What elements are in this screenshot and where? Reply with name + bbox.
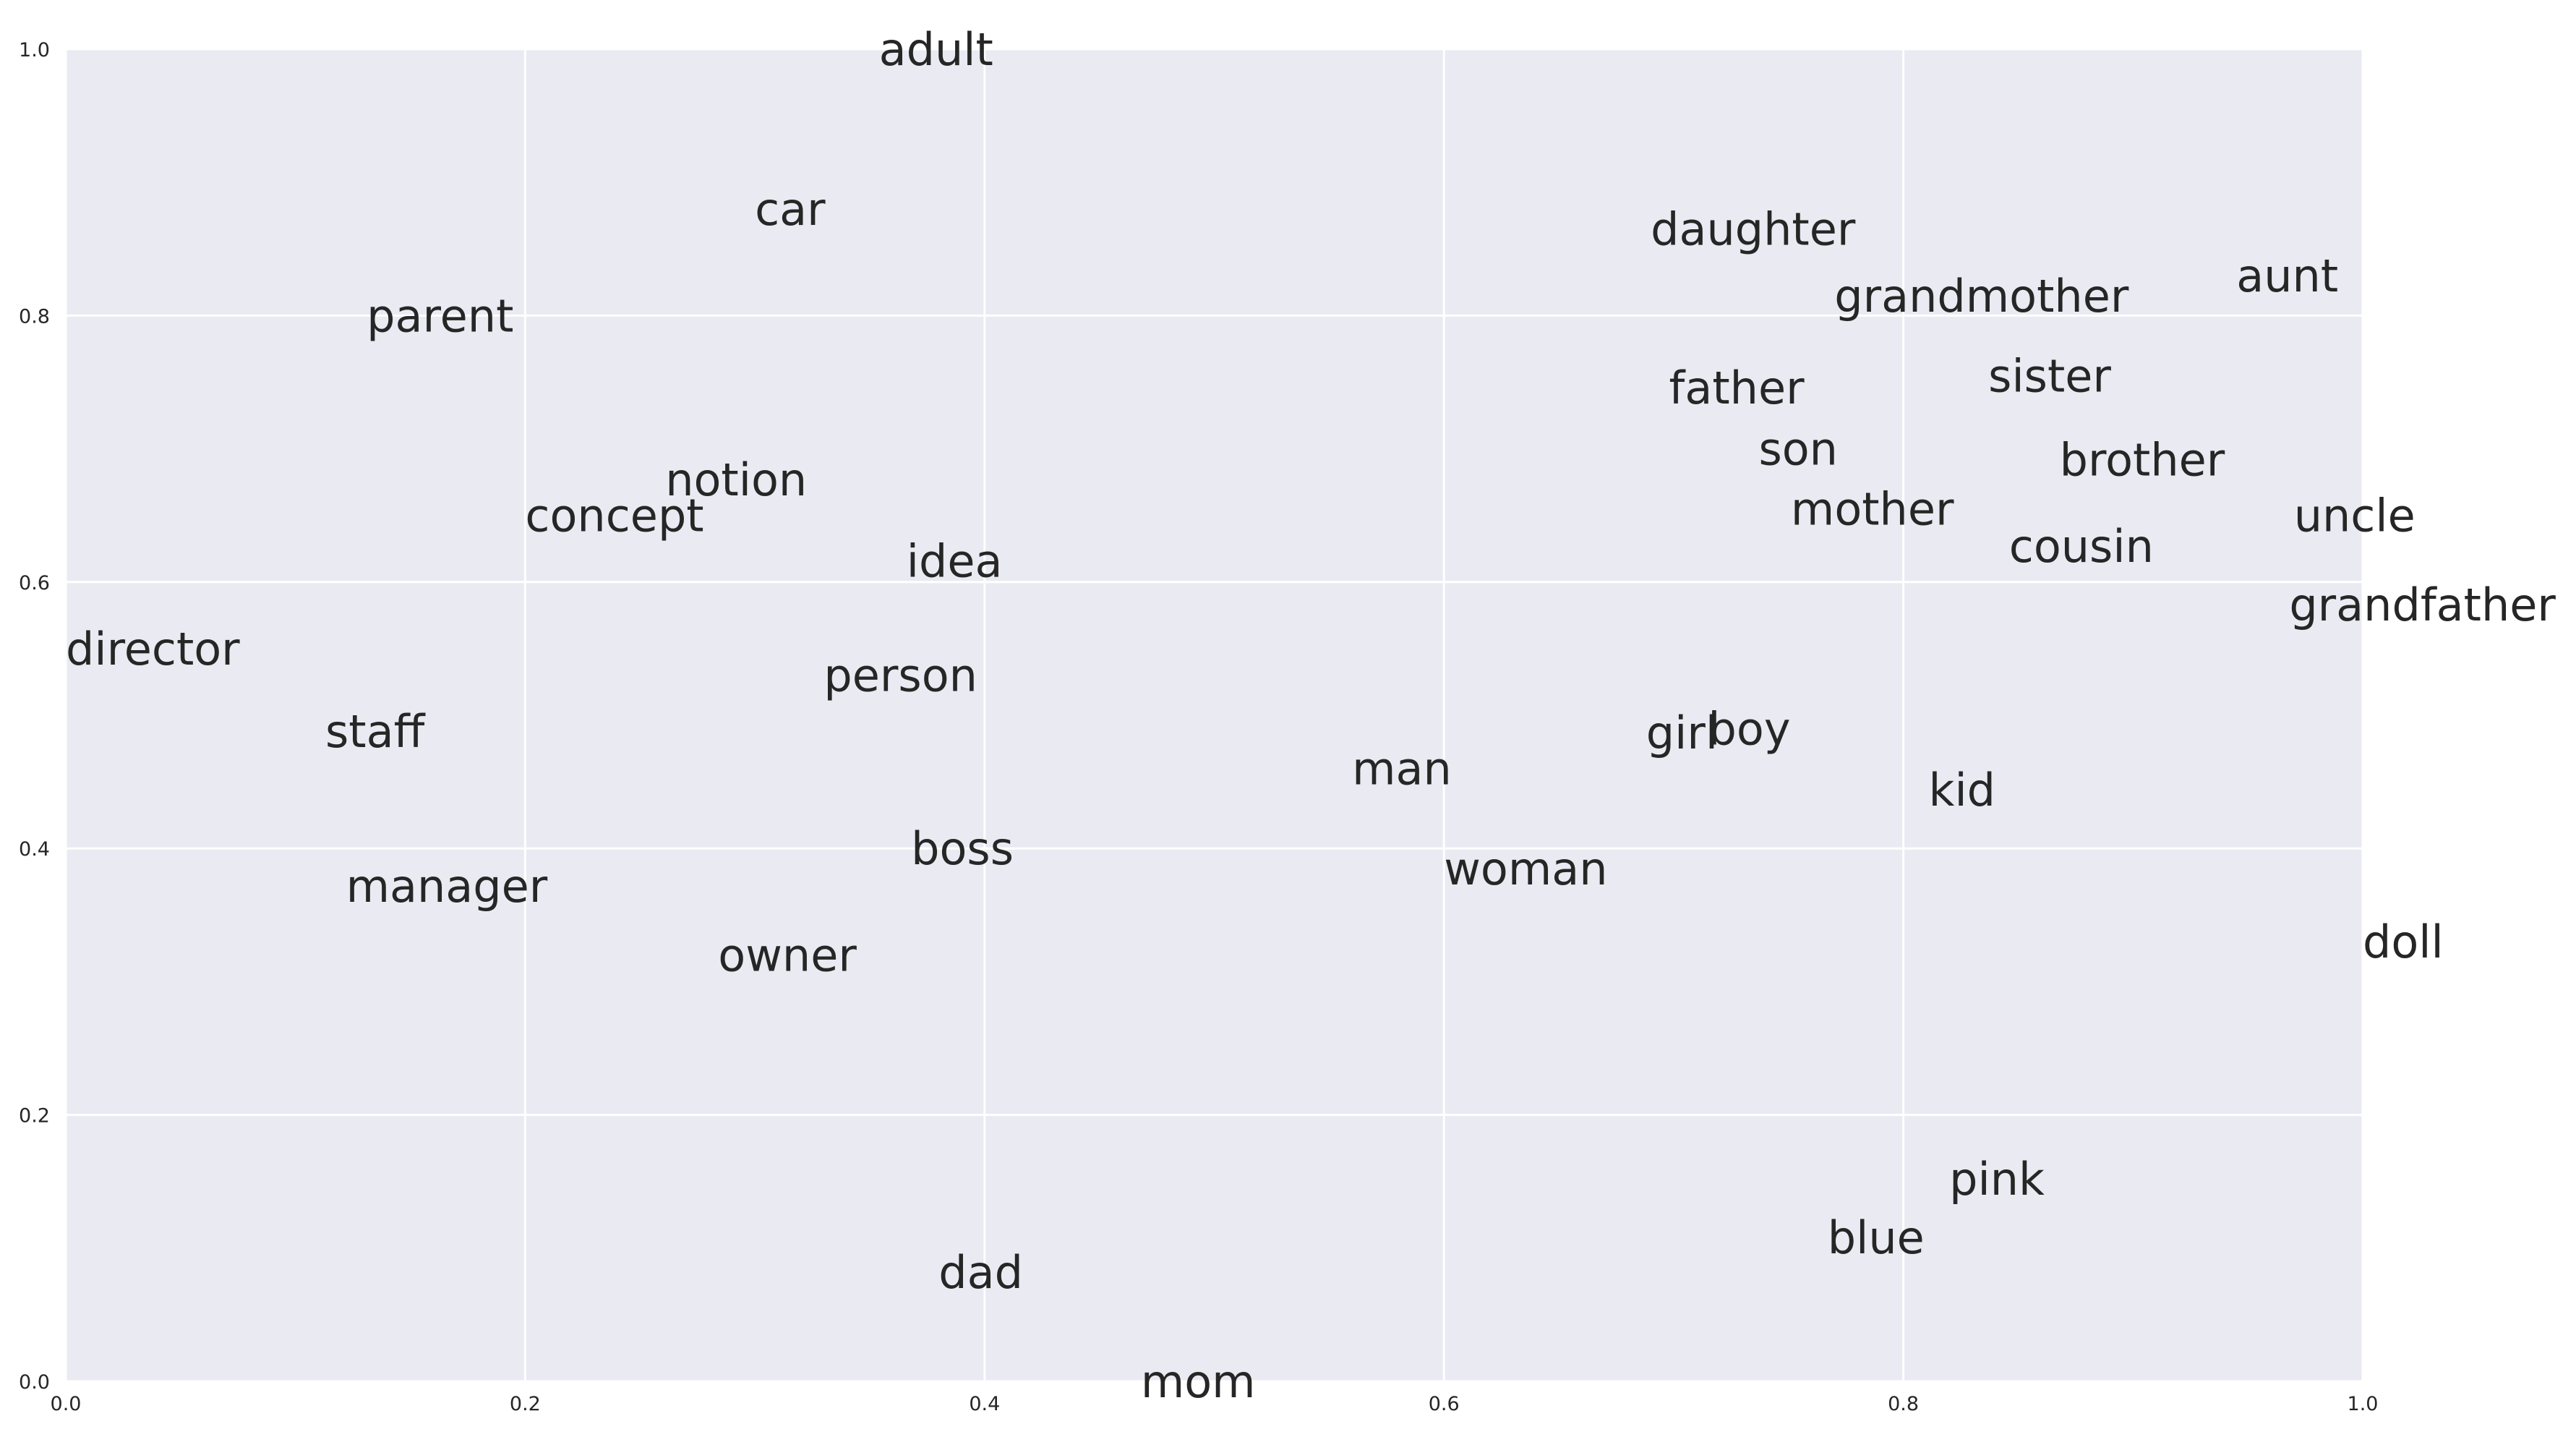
word-label-father: father: [1669, 362, 1805, 414]
x-tick-label: 0.4: [969, 1393, 1000, 1415]
word-label-uncle: uncle: [2294, 490, 2415, 542]
word-label-grandmother: grandmother: [1834, 270, 2129, 323]
word-label-dad: dad: [938, 1246, 1023, 1299]
word-label-boss: boss: [911, 822, 1014, 875]
word-label-idea: idea: [907, 534, 1003, 587]
word-label-notion: notion: [665, 453, 807, 506]
y-tick-label: 0.8: [19, 305, 50, 328]
word-label-mother: mother: [1791, 482, 1954, 535]
word-label-daughter: daughter: [1651, 203, 1856, 256]
y-tick-label: 0.6: [19, 572, 50, 594]
x-tick-label: 0.6: [1429, 1393, 1460, 1415]
y-tick-label: 0.4: [19, 838, 50, 861]
x-tick-label: 0.0: [51, 1393, 82, 1415]
plot-area: [66, 49, 2363, 1381]
word-label-girl: girl: [1646, 707, 1718, 759]
x-tick-label: 0.8: [1888, 1393, 1919, 1415]
word-label-aunt: aunt: [2236, 250, 2338, 302]
y-tick-label: 0.2: [19, 1105, 50, 1127]
word-label-grandfather: grandfather: [2289, 579, 2556, 631]
x-tick-label: 1.0: [2348, 1393, 2379, 1415]
word-label-blue: blue: [1828, 1211, 1925, 1264]
word-label-doll: doll: [2363, 916, 2444, 968]
word-label-staff: staff: [325, 705, 426, 758]
word-label-cousin: cousin: [2009, 520, 2154, 573]
word-label-person: person: [823, 649, 977, 702]
word-label-sister: sister: [1988, 349, 2111, 402]
word-label-manager: manager: [346, 860, 548, 913]
word-label-woman: woman: [1444, 843, 1607, 895]
word-label-mom: mom: [1141, 1355, 1256, 1408]
x-tick-label: 0.2: [510, 1393, 541, 1415]
word-label-concept: concept: [525, 490, 703, 542]
word-label-car: car: [755, 183, 826, 236]
word-label-pink: pink: [1949, 1153, 2045, 1206]
x-axis-tick-labels: 0.0 0.2 0.4 0.6 0.8 1.0: [51, 1393, 2379, 1415]
word-label-brother: brother: [2060, 433, 2225, 486]
word-label-kid: kid: [1929, 764, 1996, 816]
y-tick-label: 1.0: [19, 39, 50, 61]
word-label-parent: parent: [367, 289, 513, 342]
word-label-adult: adult: [879, 23, 993, 76]
y-axis-tick-labels: 0.0 0.2 0.4 0.6 0.8 1.0: [19, 39, 50, 1394]
y-gridlines: [66, 48, 2363, 1383]
word-label-boy: boy: [1708, 702, 1791, 755]
y-tick-label: 0.0: [19, 1371, 50, 1394]
word-label-son: son: [1758, 423, 1838, 476]
word-label-director: director: [66, 623, 240, 675]
x-gridlines: [64, 49, 2364, 1381]
word-label-man: man: [1352, 743, 1452, 796]
word-label-owner: owner: [718, 929, 857, 982]
